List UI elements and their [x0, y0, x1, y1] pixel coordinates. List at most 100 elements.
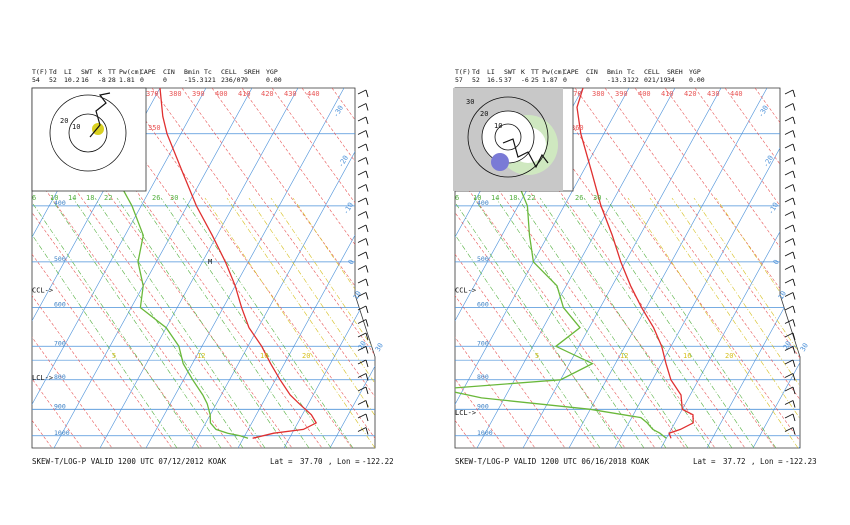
- mixing-ratio-line: [226, 197, 375, 448]
- dry-adiabat-line: [151, 88, 375, 448]
- dry-adiabat-label: 410: [661, 90, 674, 98]
- wind-barb-flag: [792, 278, 796, 287]
- wind-barb-flag: [365, 386, 369, 395]
- isotherm-line: [145, 88, 345, 448]
- wind-barb-flag: [792, 427, 796, 435]
- wind-barb-flag: [792, 386, 796, 395]
- isotherm-line: [522, 88, 722, 448]
- dry-adiabat-label: 380: [592, 90, 605, 98]
- dry-adiabat-line: [544, 88, 800, 448]
- wind-barb-flag: [365, 319, 369, 327]
- dry-adiabat-label: 430: [707, 90, 720, 98]
- isotherm-line: [752, 88, 800, 448]
- wind-barb-flag: [365, 170, 369, 179]
- header-label: CIN: [163, 68, 175, 76]
- mixing-ratio-label: 16: [260, 352, 268, 360]
- wind-barb-flag: [365, 157, 369, 165]
- isobar-label: 800: [54, 373, 66, 381]
- hodograph-frame: [31, 87, 147, 192]
- dry-adiabat-line: [32, 88, 233, 448]
- header-value: -6: [521, 76, 529, 84]
- header-value: 37: [504, 76, 512, 84]
- dry-adiabat-line: [602, 88, 850, 448]
- mixing-ratio-line: [160, 197, 332, 448]
- wind-barb: [784, 373, 794, 378]
- header-value: -8: [98, 76, 106, 84]
- wind-barb: [357, 197, 367, 203]
- wind-barb-flag: [792, 170, 796, 179]
- wind-barb: [357, 224, 367, 230]
- wind-barb: [357, 427, 367, 432]
- mixing-ratio-line: [583, 197, 755, 448]
- isobar-label: 900: [54, 402, 66, 410]
- temperature-profile: [159, 88, 318, 439]
- header-label: CAPE: [563, 68, 579, 76]
- dry-adiabat-line: [455, 88, 656, 448]
- dry-adiabat-label: 430: [284, 90, 297, 98]
- header-label: Tc: [627, 68, 635, 76]
- wind-barb: [784, 211, 794, 216]
- lon-value: -122.22: [362, 457, 394, 466]
- wind-barb: [357, 251, 367, 257]
- dry-adiabat-label: 370: [569, 90, 582, 98]
- dry-adiabat-line: [32, 88, 113, 448]
- mixing-ratio-line: [204, 197, 375, 448]
- hodograph-yellow-marker: [92, 123, 104, 135]
- wind-barb-flag: [792, 211, 796, 219]
- ccl-label: CCL->: [455, 287, 476, 295]
- isotherm-line: [660, 88, 800, 448]
- header-label: YGP: [689, 68, 701, 76]
- wind-barb-flag: [792, 143, 796, 152]
- wind-barb: [784, 265, 794, 270]
- dry-adiabat-line: [604, 88, 800, 448]
- wind-barb-flag: [792, 319, 796, 327]
- wind-barbs: [784, 89, 796, 435]
- isobar-label: 1000: [54, 429, 70, 437]
- wind-barb-flag: [365, 251, 369, 260]
- wind-barb-flag: [792, 332, 796, 341]
- dry-adiabat-line: [845, 88, 850, 448]
- dry-adiabat-line: [181, 88, 375, 448]
- isobar-label: 600: [54, 301, 66, 309]
- wind-barb: [357, 332, 367, 338]
- mixing-ratio-line: [671, 197, 800, 448]
- mixing-ratio-label: 14: [491, 194, 499, 202]
- wind-barb-flag: [365, 413, 369, 422]
- header-value: -13.3: [607, 76, 627, 84]
- header-value: 16.5: [487, 76, 503, 84]
- mixing-ratio-line: [270, 197, 375, 448]
- wind-barb-flag: [365, 116, 369, 125]
- mixing-ratio-label: 26: [575, 194, 583, 202]
- wind-barb-flag: [792, 184, 796, 192]
- header-label: SWT: [504, 68, 516, 76]
- header-label: CELL: [221, 68, 237, 76]
- header-label: TT: [531, 68, 539, 76]
- header-value: 0: [586, 76, 590, 84]
- hodograph-ring: [467, 96, 549, 178]
- wind-barb: [784, 170, 794, 176]
- mixing-ratio-label: 5: [112, 352, 116, 360]
- dry-adiabat-label: 400: [215, 90, 228, 98]
- wind-barb: [357, 346, 367, 351]
- header-label: SREH: [667, 68, 683, 76]
- mixing-ratio-line: [455, 197, 601, 448]
- dry-adiabat-line: [32, 88, 293, 448]
- header-label: CAPE: [140, 68, 156, 76]
- dry-adiabat-line: [32, 88, 263, 448]
- mixing-ratio-line: [292, 197, 375, 448]
- wind-barb-flag: [792, 251, 796, 260]
- header-value: 1.81: [119, 76, 135, 84]
- header-label: Pw(cm): [542, 68, 565, 76]
- header-label: K: [521, 68, 525, 76]
- dry-adiabat-line: [815, 88, 850, 448]
- wind-barb: [357, 89, 367, 95]
- mixing-ratio-line: [182, 197, 354, 448]
- wind-barb-flag: [792, 346, 796, 354]
- wind-barb: [357, 130, 367, 135]
- hodograph-ring: [49, 94, 127, 172]
- lat-value: 37.72: [723, 457, 746, 466]
- isobar-label: 500: [477, 255, 489, 263]
- isotherm-label: 20: [357, 340, 368, 351]
- isotherm-label: 10: [777, 290, 788, 301]
- lon-label: , Lon =: [328, 457, 360, 466]
